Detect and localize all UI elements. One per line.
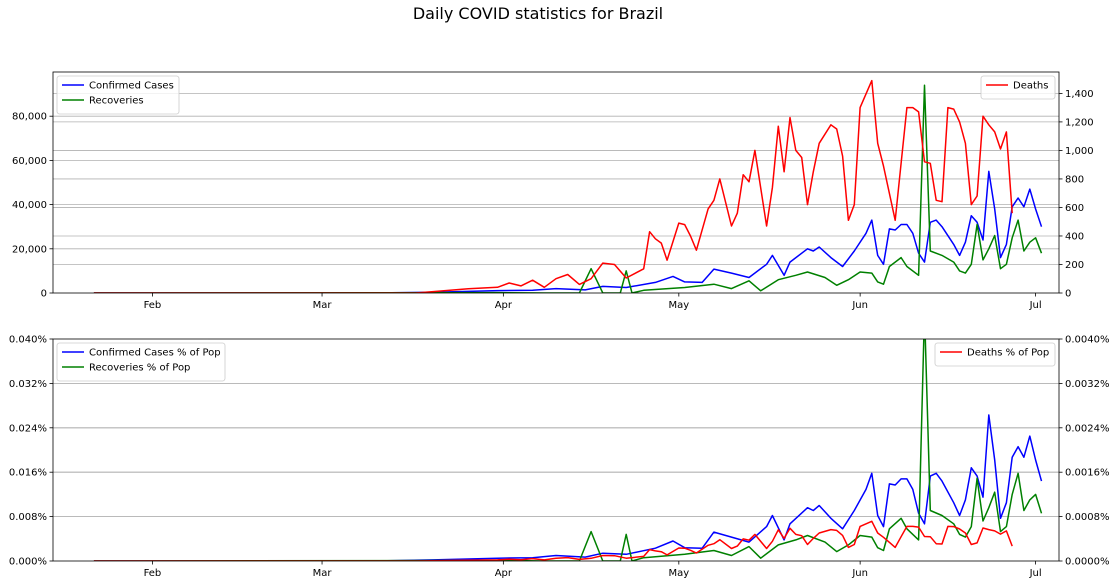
top-x-tick-label-1: Mar: [313, 300, 333, 311]
top-right-tick-label-6: 1,200: [1065, 117, 1094, 128]
top-left-tick-label-1: 20,000: [12, 244, 47, 255]
bottom-right-tick-label-1: 0.0008%: [1065, 512, 1110, 523]
top-x-tick-label-5: Jul: [1029, 300, 1042, 311]
bottom-left-tick-label-5: 0.040%: [9, 335, 47, 346]
bottom-right-tick-label-4: 0.0032%: [1065, 379, 1110, 390]
bottom-series-line-2: [93, 520, 1013, 561]
bottom-left-tick-label-0: 0.000%: [9, 557, 47, 568]
top-plot-frame: [52, 71, 1060, 294]
top-right-tick-label-1: 200: [1065, 260, 1084, 271]
bottom-legend-label-1: Recoveries % of Pop: [89, 363, 190, 374]
bottom-x-tick-label-5: Jul: [1029, 568, 1042, 579]
figure-title: Daily COVID statistics for Brazil: [413, 4, 663, 23]
bottom-left-tick-label-4: 0.032%: [9, 379, 47, 390]
bottom-right-tick-label-0: 0.0000%: [1065, 557, 1110, 568]
top-left-tick-label-2: 40,000: [12, 200, 47, 211]
bottom-right-tick-label-2: 0.0016%: [1065, 468, 1110, 479]
bottom-left-tick-label-2: 0.016%: [9, 468, 47, 479]
top-right-tick-label-0: 0: [1065, 289, 1071, 300]
top-right-tick-label-4: 800: [1065, 174, 1084, 185]
bottom-legend-left: [56, 342, 226, 382]
top-legend-label-2: Deaths: [1013, 81, 1048, 92]
bottom-x-tick-label-2: Apr: [495, 568, 513, 579]
bottom-right-tick-label-5: 0.0040%: [1065, 335, 1110, 346]
bottom-left-tick-label-3: 0.024%: [9, 423, 47, 434]
top-left-tick-label-4: 80,000: [12, 112, 47, 123]
bottom-left-tick-label-1: 0.008%: [9, 512, 47, 523]
top-series-line-0: [93, 170, 1043, 293]
top-panel: Feb Mar Apr May Jun Jul 0 20,000 40,000 60,000 80,…: [12, 71, 1094, 311]
bottom-series-line-1: [93, 339, 1043, 561]
top-right-tick-label-5: 1,000: [1065, 146, 1094, 157]
top-series-line-1: [93, 84, 1043, 293]
top-x-tick-label-0: Feb: [144, 300, 162, 311]
top-x-tick-label-3: May: [668, 300, 689, 311]
top-left-tick-label-3: 60,000: [12, 156, 47, 167]
top-x-tick-label-2: Apr: [495, 300, 513, 311]
bottom-x-tick-label-0: Feb: [144, 568, 162, 579]
top-legend-label-1: Recoveries: [89, 96, 144, 107]
bottom-legend-label-2: Deaths % of Pop: [967, 348, 1049, 359]
top-legend-left: [56, 75, 180, 115]
top-right-tick-label-7: 1,400: [1065, 89, 1094, 100]
top-legend-label-0: Confirmed Cases: [89, 81, 174, 92]
bottom-panel: Feb Mar Apr May Jun Jul 0.000% 0.008% 0.016% 0.02…: [9, 335, 1110, 580]
top-right-tick-label-3: 600: [1065, 203, 1084, 214]
bottom-right-tick-label-3: 0.0024%: [1065, 423, 1110, 434]
bottom-legend-label-0: Confirmed Cases % of Pop: [89, 348, 221, 359]
bottom-plot-frame: [52, 338, 1060, 562]
top-legend-right: [980, 75, 1056, 100]
bottom-x-tick-label-3: May: [668, 568, 689, 579]
bottom-legend-right: [934, 342, 1056, 367]
top-left-tick-label-0: 0: [41, 289, 47, 300]
bottom-x-tick-label-4: Jun: [851, 568, 868, 579]
top-x-tick-label-4: Jun: [851, 300, 868, 311]
bottom-series-line-0: [93, 414, 1043, 561]
top-series-line-2: [93, 79, 1013, 293]
bottom-x-tick-label-1: Mar: [313, 568, 333, 579]
top-right-tick-label-2: 400: [1065, 231, 1084, 242]
